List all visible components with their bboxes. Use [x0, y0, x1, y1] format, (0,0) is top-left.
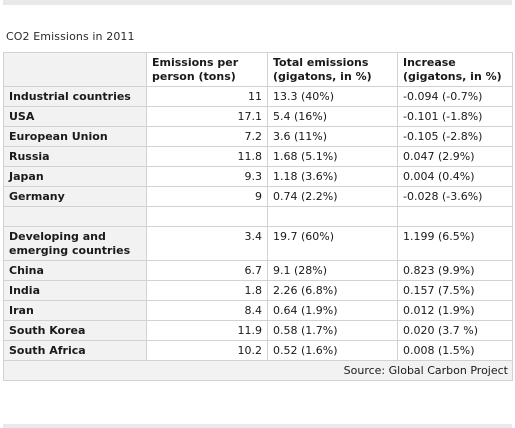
total-cell: 1.68 (5.1%): [267, 146, 398, 167]
country-cell: Industrial countries: [3, 86, 147, 107]
country-cell: USA: [3, 106, 147, 127]
total-cell: 13.3 (40%): [267, 86, 398, 107]
increase-cell: 1.199 (6.5%): [397, 226, 513, 261]
table-row: Russia 11.8 1.68 (5.1%) 0.047 (2.9%): [3, 146, 513, 167]
table-row: Iran 8.4 0.64 (1.9%) 0.012 (1.9%): [3, 300, 513, 321]
country-cell: India: [3, 280, 147, 301]
per-person-cell: 7.2: [146, 126, 268, 147]
increase-cell: 0.012 (1.9%): [397, 300, 513, 321]
per-person-cell: 17.1: [146, 106, 268, 127]
increase-cell: -0.028 (-3.6%): [397, 186, 513, 207]
total-cell: 0.58 (1.7%): [267, 320, 398, 341]
table-row: India 1.8 2.26 (6.8%) 0.157 (7.5%): [3, 280, 513, 301]
table-row: Japan 9.3 1.18 (3.6%) 0.004 (0.4%): [3, 166, 513, 187]
total-cell: 5.4 (16%): [267, 106, 398, 127]
total-cell: 2.26 (6.8%): [267, 280, 398, 301]
per-person-cell: 3.4: [146, 226, 268, 261]
header-row: Emissions per person (tons) Total emissi…: [3, 52, 513, 87]
per-person-cell: 10.2: [146, 340, 268, 361]
increase-cell: -0.101 (-1.8%): [397, 106, 513, 127]
table-row: European Union 7.2 3.6 (11%) -0.105 (-2.…: [3, 126, 513, 147]
per-person-cell: 11.8: [146, 146, 268, 167]
table-row: Germany 9 0.74 (2.2%) -0.028 (-3.6%): [3, 186, 513, 207]
per-person-cell: 11: [146, 86, 268, 107]
increase-cell: -0.094 (-0.7%): [397, 86, 513, 107]
total-cell: 3.6 (11%): [267, 126, 398, 147]
top-divider: [3, 0, 512, 5]
increase-cell: 0.004 (0.4%): [397, 166, 513, 187]
country-cell: Japan: [3, 166, 147, 187]
increase-cell: 0.823 (9.9%): [397, 260, 513, 281]
per-person-cell: 1.8: [146, 280, 268, 301]
header-cell-increase: Increase (gigatons, in %): [397, 52, 513, 87]
total-cell: 0.64 (1.9%): [267, 300, 398, 321]
country-cell: South Korea: [3, 320, 147, 341]
table-title: CO2 Emissions in 2011: [6, 30, 135, 43]
table-row: Developing and emerging countries 3.4 19…: [3, 226, 513, 261]
total-cell: 9.1 (28%): [267, 260, 398, 281]
country-cell: Iran: [3, 300, 147, 321]
total-cell: 1.18 (3.6%): [267, 166, 398, 187]
increase-cell: 0.008 (1.5%): [397, 340, 513, 361]
country-cell: Developing and emerging countries: [3, 226, 147, 261]
total-cell: 0.52 (1.6%): [267, 340, 398, 361]
per-person-cell: 11.9: [146, 320, 268, 341]
table-row: Industrial countries 11 13.3 (40%) -0.09…: [3, 86, 513, 107]
table-row: South Korea 11.9 0.58 (1.7%) 0.020 (3.7 …: [3, 320, 513, 341]
country-cell: Russia: [3, 146, 147, 167]
per-person-cell: 9.3: [146, 166, 268, 187]
spacer-cell: [397, 206, 513, 227]
spacer-cell: [146, 206, 268, 227]
table-row: South Africa 10.2 0.52 (1.6%) 0.008 (1.5…: [3, 340, 513, 361]
header-cell-total: Total emissions (gigatons, in %): [267, 52, 398, 87]
increase-cell: 0.047 (2.9%): [397, 146, 513, 167]
country-cell: South Africa: [3, 340, 147, 361]
per-person-cell: 6.7: [146, 260, 268, 281]
total-cell: 0.74 (2.2%): [267, 186, 398, 207]
emissions-table: Emissions per person (tons) Total emissi…: [3, 52, 513, 381]
country-cell: Germany: [3, 186, 147, 207]
increase-cell: 0.157 (7.5%): [397, 280, 513, 301]
per-person-cell: 9: [146, 186, 268, 207]
increase-cell: 0.020 (3.7 %): [397, 320, 513, 341]
total-cell: 19.7 (60%): [267, 226, 398, 261]
country-cell: European Union: [3, 126, 147, 147]
per-person-cell: 8.4: [146, 300, 268, 321]
header-cell-per-person: Emissions per person (tons): [146, 52, 268, 87]
table-row: USA 17.1 5.4 (16%) -0.101 (-1.8%): [3, 106, 513, 127]
country-cell: China: [3, 260, 147, 281]
source-row: Source: Global Carbon Project: [3, 360, 513, 381]
spacer-cell: [3, 206, 147, 227]
bottom-divider: [3, 424, 512, 428]
increase-cell: -0.105 (-2.8%): [397, 126, 513, 147]
spacer-row: [3, 206, 513, 227]
table-row: China 6.7 9.1 (28%) 0.823 (9.9%): [3, 260, 513, 281]
header-cell-country: [3, 52, 147, 87]
spacer-cell: [267, 206, 398, 227]
source-note: Source: Global Carbon Project: [3, 360, 513, 381]
